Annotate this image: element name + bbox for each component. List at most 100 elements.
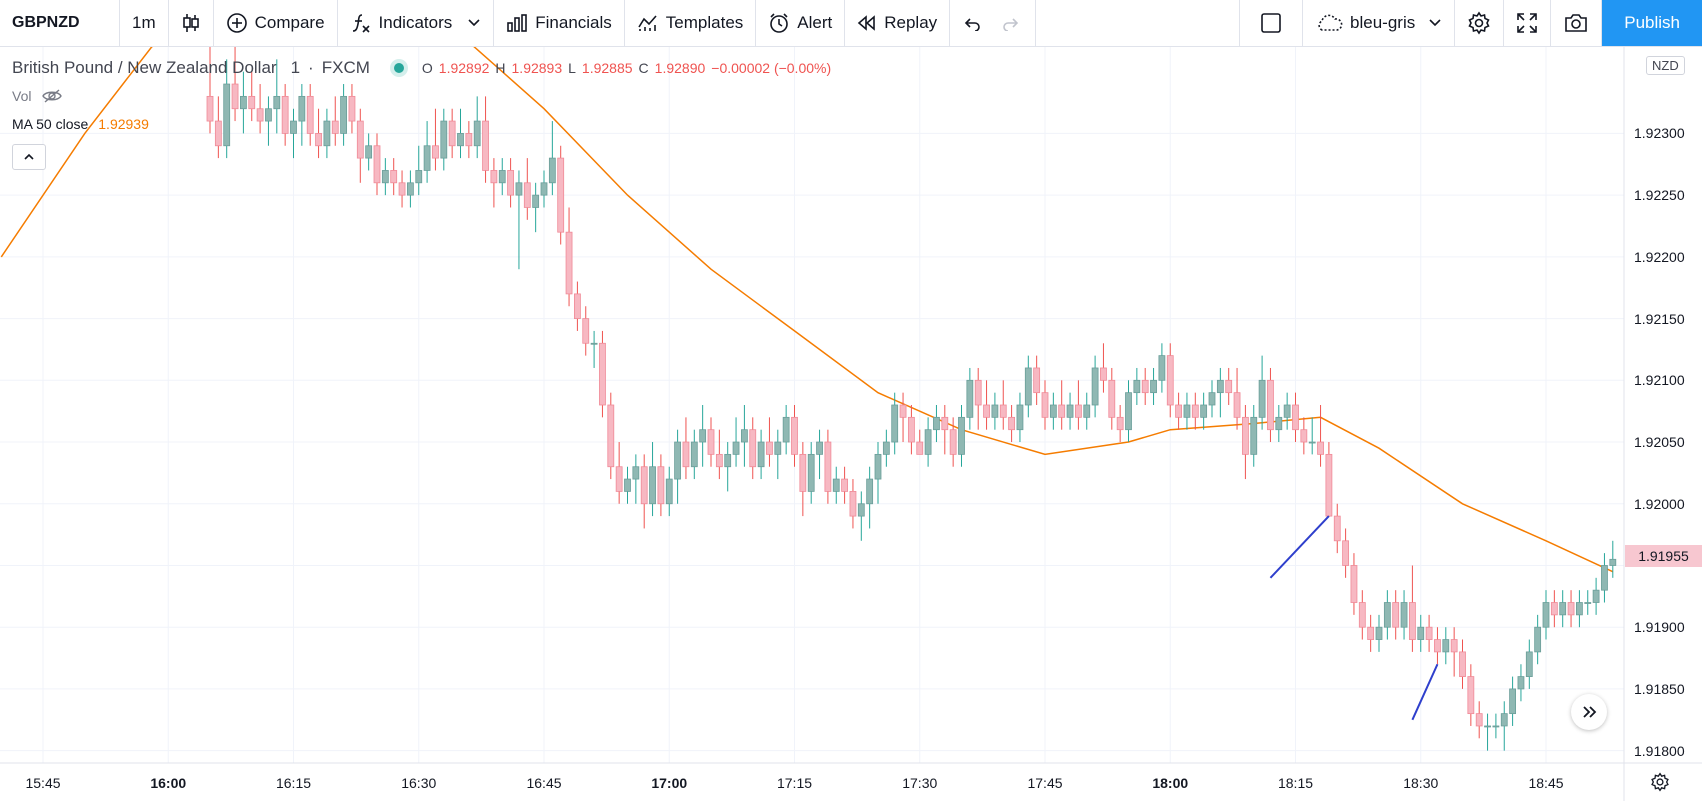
- candle-body: [1609, 558, 1617, 566]
- candle: [273, 59, 281, 134]
- candle: [1601, 553, 1608, 603]
- candle: [465, 121, 473, 159]
- legend-ma-row[interactable]: MA 50 close 1.92939: [12, 110, 837, 138]
- candle-body: [1292, 404, 1299, 431]
- replay-button[interactable]: Replay: [845, 0, 951, 46]
- fullscreen-button[interactable]: [1504, 0, 1552, 46]
- candle-body: [916, 441, 924, 455]
- candle-body: [590, 342, 598, 345]
- candle: [315, 108, 322, 159]
- candle-body: [1534, 626, 1542, 653]
- candle: [1550, 590, 1558, 628]
- legend-volume-row[interactable]: Vol: [12, 82, 837, 110]
- candle-body: [523, 182, 531, 208]
- candle-body: [1008, 416, 1015, 431]
- candle: [882, 429, 890, 467]
- candle: [1358, 590, 1366, 640]
- redo-icon: [1003, 18, 1019, 31]
- screenshot-button[interactable]: [1551, 0, 1603, 46]
- candle-body: [724, 453, 732, 468]
- candle: [715, 429, 723, 480]
- candle: [799, 442, 807, 517]
- currency-label[interactable]: NZD: [1646, 56, 1685, 75]
- candle: [916, 429, 924, 455]
- candle-body: [1116, 416, 1124, 431]
- candle-body: [1158, 355, 1166, 381]
- redo-button[interactable]: [989, 0, 1037, 46]
- candle-body: [1358, 602, 1366, 628]
- candle: [674, 429, 681, 504]
- price-tick-label: 1.92250: [1634, 187, 1685, 204]
- volume-label: Vol: [12, 88, 32, 104]
- fx-icon: [352, 14, 370, 33]
- time-tick-label: 17:15: [776, 775, 813, 791]
- price-chart[interactable]: [0, 47, 1702, 801]
- candle: [1108, 367, 1116, 430]
- candle: [1392, 590, 1400, 640]
- candle-body: [624, 478, 631, 492]
- candle-body: [373, 145, 381, 184]
- candle: [949, 417, 957, 467]
- indicators-label: Indicators: [378, 13, 453, 32]
- alert-button[interactable]: Alert: [756, 0, 846, 46]
- candle: [1409, 565, 1416, 652]
- candle: [615, 442, 623, 504]
- candle: [1542, 590, 1550, 640]
- price-tick-label: 1.92100: [1634, 372, 1685, 389]
- candle-body: [1049, 404, 1057, 418]
- settings-button[interactable]: [1455, 0, 1505, 46]
- templates-button[interactable]: Templates: [625, 0, 757, 46]
- candle-body: [891, 404, 899, 443]
- candle-body: [398, 182, 406, 196]
- time-tick-label: 17:00: [651, 775, 688, 791]
- interval-label: 1m: [132, 13, 156, 32]
- publish-button[interactable]: Publish: [1602, 0, 1702, 46]
- candle-body: [782, 416, 790, 443]
- candle: [1283, 392, 1291, 430]
- candle: [306, 84, 314, 146]
- compare-button[interactable]: Compare: [214, 0, 338, 46]
- candle: [1492, 713, 1500, 739]
- scroll-to-realtime-button[interactable]: [1571, 694, 1607, 730]
- eye-hidden-icon[interactable]: [41, 88, 63, 104]
- chart-pane[interactable]: [0, 47, 1702, 801]
- candle: [782, 405, 790, 455]
- save-layout-button[interactable]: bleu-gris: [1303, 0, 1456, 46]
- interval-button[interactable]: 1m: [120, 0, 169, 46]
- candles-icon: [182, 14, 199, 32]
- layout-select-button[interactable]: [1239, 0, 1304, 46]
- candle: [908, 405, 915, 455]
- candle: [1242, 405, 1249, 480]
- high-value: 1.92893: [511, 60, 563, 76]
- candle: [632, 454, 640, 504]
- candle: [1467, 664, 1475, 726]
- candle: [540, 170, 548, 208]
- symbol-search-button[interactable]: GBPNZD: [0, 0, 120, 46]
- candle-body: [1517, 676, 1525, 690]
- candle-body: [1576, 602, 1583, 616]
- candle-body: [640, 466, 648, 505]
- chart-style-button[interactable]: [169, 0, 214, 46]
- candle: [590, 330, 598, 368]
- legend-collapse-button[interactable]: [12, 144, 46, 170]
- axis-settings-gear-icon[interactable]: [1650, 772, 1670, 792]
- candle-body: [465, 133, 473, 147]
- last-price-badge: 1.91955: [1625, 545, 1702, 567]
- market-status-dot[interactable]: [393, 63, 404, 73]
- candle-body: [1317, 441, 1324, 455]
- candle-body: [1559, 602, 1567, 616]
- candle: [757, 429, 765, 480]
- candle: [958, 405, 965, 467]
- undo-button[interactable]: [950, 0, 989, 46]
- candle-body: [298, 95, 306, 122]
- indicators-button[interactable]: Indicators: [338, 0, 495, 46]
- time-tick-label: 16:00: [150, 775, 187, 791]
- candle: [1434, 627, 1441, 665]
- candle: [323, 108, 331, 159]
- candle: [482, 96, 489, 183]
- candle: [640, 454, 648, 529]
- financials-button[interactable]: Financials: [494, 0, 625, 46]
- candle-body: [991, 404, 999, 418]
- candle-body: [348, 95, 356, 122]
- candle: [523, 158, 531, 220]
